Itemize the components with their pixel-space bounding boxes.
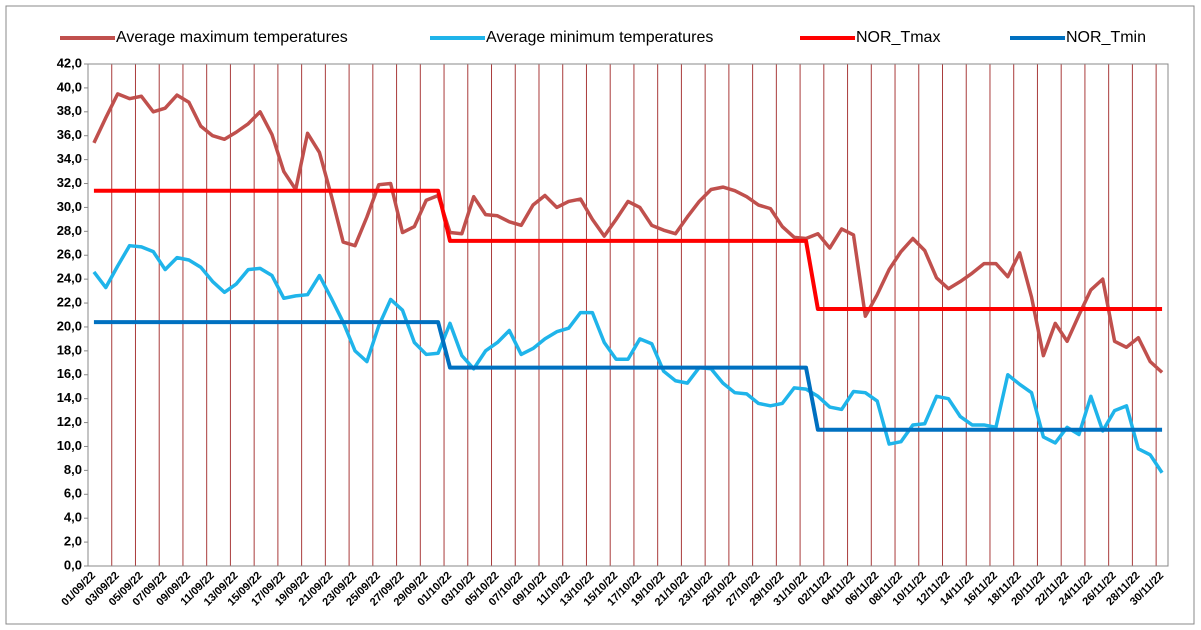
y-tick-label: 40,0 [57,79,82,94]
y-tick-label: 0,0 [64,557,82,572]
y-tick-label: 26,0 [57,247,82,262]
legend-label: NOR_Tmin [1066,29,1146,46]
series-line [93,320,1163,432]
y-tick-label: 30,0 [57,199,82,214]
y-tick-label: 8,0 [64,462,82,477]
y-tick-label: 22,0 [57,294,82,309]
y-tick-label: 34,0 [57,151,82,166]
y-tick-label: 12,0 [57,414,82,429]
plot-frame [87,63,1169,567]
y-tick-label: 42,0 [57,55,82,70]
y-tick-label: 14,0 [57,390,82,405]
y-tick-label: 32,0 [57,175,82,190]
y-tick-label: 2,0 [64,534,82,549]
series-line [92,243,1164,474]
y-tick-label: 16,0 [57,366,82,381]
series-line [92,92,1164,374]
chart-border [5,5,1195,625]
legend-label: Average maximum temperatures [116,29,348,46]
y-tick-label: 10,0 [57,438,82,453]
legend-label: NOR_Tmax [856,29,940,46]
y-tick-label: 36,0 [57,127,82,142]
y-tick-label: 20,0 [57,318,82,333]
y-tick-label: 18,0 [57,342,82,357]
y-tick-label: 24,0 [57,271,82,286]
series-line [93,188,1163,312]
legend-label: Average minimum temperatures [486,29,713,46]
y-tick-label: 28,0 [57,223,82,238]
y-tick-label: 6,0 [64,486,82,501]
y-tick-label: 38,0 [57,103,82,118]
y-tick-label: 4,0 [64,510,82,525]
